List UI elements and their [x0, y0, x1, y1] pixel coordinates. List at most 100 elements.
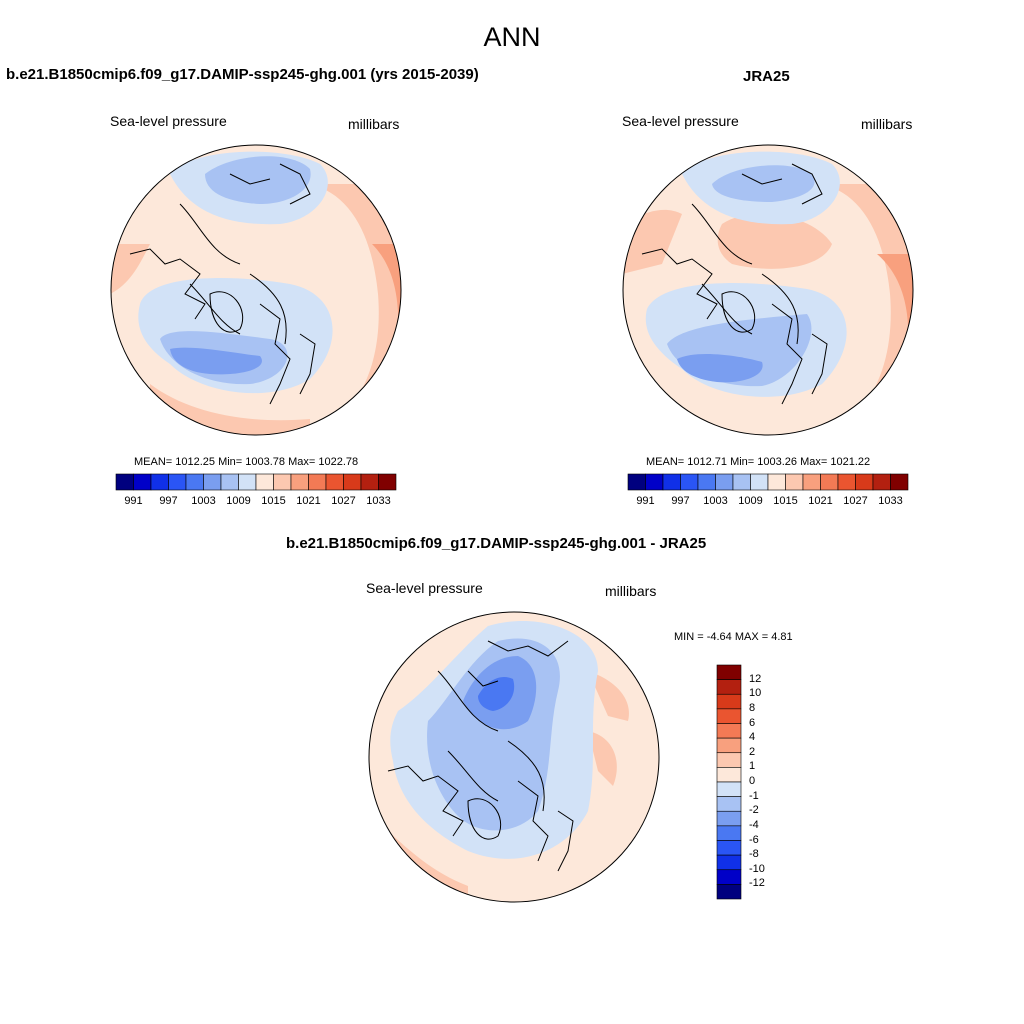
panel-2-colorbar-box-15 — [890, 473, 909, 491]
panel-2-polar-map — [622, 144, 914, 436]
panel-3-colorbar-tick-label: -2 — [749, 804, 759, 817]
panel-2-colorbar-tick-label: 997 — [671, 495, 690, 507]
panel-3-colorbar-box-12 — [716, 840, 742, 856]
panel-3-colorbar-tick-label: -10 — [749, 862, 765, 875]
panel-1-colorbar-box-11 — [308, 473, 327, 491]
panel-1-units: millibars — [348, 116, 400, 132]
panel-2-colorbar-box-11 — [820, 473, 839, 491]
panel-1-title: b.e21.B1850cmip6.f09_g17.DAMIP-ssp245-gh… — [6, 66, 479, 83]
panel-1-colorbar-box-0 — [115, 473, 134, 491]
panel-3-colorbar-box-4 — [716, 723, 742, 739]
panel-2-colorbar-box-7 — [750, 473, 769, 491]
panel-3-colorbar-tick-label: 4 — [749, 731, 756, 744]
panel-3-colorbar-box-10 — [716, 810, 742, 827]
panel-2-colorbar-box-6 — [732, 473, 751, 491]
panel-3-variable: Sea-level pressure — [366, 580, 483, 596]
panel-1-colorbar-tick-label: 997 — [159, 495, 178, 507]
panel-3-colorbar-tick-label: -4 — [749, 818, 759, 831]
panel-2-units: millibars — [861, 116, 913, 132]
panel-1-colorbar-box-7 — [238, 473, 257, 491]
panel-1-colorbar-ticks: 991 997 1003 1009 1015 1021 1027 1033 — [116, 495, 396, 509]
panel-2-colorbar-tick-label: 1033 — [878, 495, 903, 507]
panel-2-colorbar-box-9 — [785, 473, 804, 491]
panel-3-colorbar-box-8 — [716, 781, 742, 797]
panel-1-polar-map — [110, 144, 402, 436]
panel-3-colorbar-tick-label: 6 — [749, 716, 756, 729]
panel-2-colorbar-box-4 — [697, 473, 716, 491]
panel-1-stats: MEAN= 1012.25 Min= 1003.78 Max= 1022.78 — [134, 456, 359, 468]
panel-2-title: JRA25 — [743, 68, 790, 85]
panel-3-colorbar-tick-label: 8 — [749, 701, 756, 714]
panel-3-colorbar-box-13 — [716, 854, 742, 871]
panel-3-colorbar-box-2 — [716, 693, 742, 710]
panel-3-colorbar-ticks: 12 10 8 6 4 2 1 0 -1 -2 -4 -6 -8 -10 -12 — [749, 665, 789, 899]
panel-1-colorbar-tick-label: 1027 — [331, 495, 356, 507]
panel-1-colorbar-box-8 — [255, 473, 274, 491]
panel-1-colorbar-box-5 — [203, 473, 222, 491]
panel-3-title: b.e21.B1850cmip6.f09_g17.DAMIP-ssp245-gh… — [286, 535, 707, 552]
panel-1-colorbar — [115, 473, 397, 491]
panel-3-colorbar-tick-label: 12 — [749, 672, 762, 685]
panel-3-colorbar-box-6 — [716, 752, 742, 768]
panel-1-colorbar-box-12 — [325, 473, 344, 491]
panel-2-colorbar-box-12 — [837, 473, 856, 491]
panel-3-colorbar-tick-label: -1 — [749, 789, 759, 802]
panel-2-colorbar-box-14 — [872, 473, 891, 491]
panel-1-colorbar-tick-label: 1021 — [296, 495, 321, 507]
panel-2-colorbar-box-1 — [645, 473, 664, 491]
panel-3-colorbar-box-3 — [716, 708, 742, 724]
panel-1-colorbar-box-9 — [273, 473, 292, 491]
panel-1-colorbar-tick-label: 1003 — [191, 495, 216, 507]
panel-1-colorbar-box-3 — [168, 473, 187, 491]
panel-3-colorbar-box-5 — [716, 737, 742, 754]
panel-3-stats: MIN = -4.64 MAX = 4.81 — [674, 631, 793, 643]
panel-2-colorbar-box-2 — [662, 473, 681, 491]
panel-2-colorbar-box-8 — [767, 473, 786, 491]
panel-1-variable: Sea-level pressure — [110, 113, 227, 129]
panel-3-colorbar-box-11 — [716, 825, 742, 841]
panel-3-colorbar-tick-label: 2 — [749, 745, 756, 758]
panel-3-colorbar-box-0 — [716, 664, 742, 680]
panel-3-colorbar-box-15 — [716, 884, 742, 900]
panel-2-colorbar-tick-label: 1027 — [843, 495, 868, 507]
panel-3-colorbar-box-1 — [716, 679, 742, 695]
panel-3-colorbar-box-9 — [716, 796, 742, 812]
panel-1-colorbar-tick-label: 1015 — [261, 495, 286, 507]
panel-2-colorbar-box-13 — [855, 473, 874, 491]
panel-2-colorbar-box-5 — [715, 473, 734, 491]
panel-1-colorbar-box-1 — [133, 473, 152, 491]
panel-3-colorbar-tick-label: -6 — [749, 833, 759, 846]
panel-2-colorbar-tick-label: 1021 — [808, 495, 833, 507]
panel-1-colorbar-tick-label: 991 — [124, 495, 143, 507]
panel-3-colorbar-tick-label: 1 — [749, 760, 756, 773]
panel-1-colorbar-box-4 — [185, 473, 204, 491]
panel-1-colorbar-box-15 — [378, 473, 397, 491]
panel-2-colorbar-tick-label: 1003 — [703, 495, 728, 507]
panel-2-variable: Sea-level pressure — [622, 113, 739, 129]
panel-3-units: millibars — [605, 583, 657, 599]
panel-2-colorbar — [627, 473, 909, 491]
panel-1-colorbar-box-13 — [343, 473, 362, 491]
panel-3-colorbar-box-7 — [716, 767, 742, 783]
panel-1-colorbar-tick-label: 1033 — [366, 495, 391, 507]
panel-1-colorbar-box-2 — [150, 473, 169, 491]
panel-3-colorbar-tick-label: -12 — [749, 877, 765, 890]
panel-3-colorbar-tick-label: -8 — [749, 848, 759, 861]
panel-2-colorbar-tick-label: 991 — [636, 495, 655, 507]
panel-1-colorbar-tick-label: 1009 — [226, 495, 251, 507]
panel-2-colorbar-ticks: 991 997 1003 1009 1015 1021 1027 1033 — [628, 495, 908, 509]
figure-title: ANN — [483, 22, 541, 52]
panel-2-colorbar-box-0 — [627, 473, 646, 491]
panel-3-colorbar — [716, 664, 742, 900]
panel-1-colorbar-box-6 — [220, 473, 239, 491]
panel-2-colorbar-tick-label: 1009 — [738, 495, 763, 507]
panel-1-colorbar-box-10 — [290, 473, 309, 491]
panel-2-colorbar-box-3 — [680, 473, 699, 491]
panel-2-stats: MEAN= 1012.71 Min= 1003.26 Max= 1021.22 — [646, 456, 871, 468]
panel-3-colorbar-box-14 — [716, 869, 742, 885]
panel-3-polar-map — [368, 611, 660, 903]
panel-1-colorbar-box-14 — [360, 473, 379, 491]
panel-3-colorbar-tick-label: 10 — [749, 687, 762, 700]
panel-2-colorbar-tick-label: 1015 — [773, 495, 798, 507]
panel-2-colorbar-box-10 — [802, 473, 821, 491]
